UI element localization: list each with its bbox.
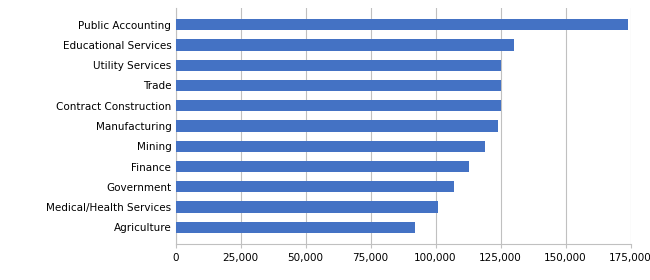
Bar <box>176 120 498 132</box>
Bar <box>176 161 469 172</box>
Bar <box>176 39 514 50</box>
Bar <box>176 100 500 111</box>
Bar <box>176 141 485 152</box>
Bar <box>176 222 415 233</box>
Bar <box>176 60 500 71</box>
Bar <box>176 80 500 91</box>
Bar <box>176 202 438 213</box>
Bar <box>176 19 628 30</box>
Bar <box>176 181 454 192</box>
